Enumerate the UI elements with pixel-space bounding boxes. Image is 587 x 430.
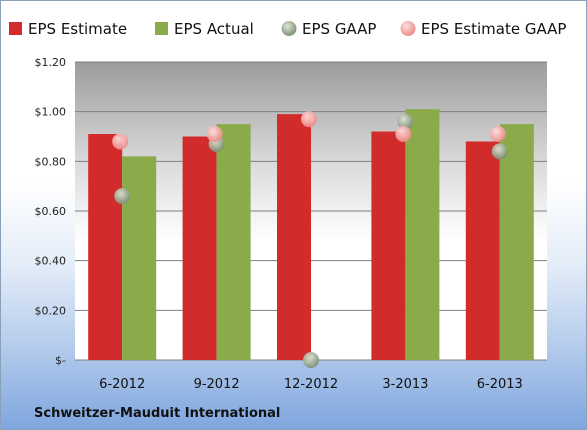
- bars: [88, 109, 534, 361]
- marker-eps-gaap-6-2013: [491, 143, 508, 160]
- bar-eps-estimate-9-2012: [182, 136, 217, 360]
- marker-eps-estimate-gaap-9-2012: [206, 126, 223, 143]
- bar-eps-actual-6-2012: [122, 156, 157, 360]
- legend-marker-eps-estimate-gaap: [400, 21, 416, 36]
- y-tick-label: $1.00: [35, 106, 67, 119]
- bar-eps-actual-9-2012: [216, 124, 251, 360]
- marker-eps-estimate-gaap-6-2012: [112, 133, 129, 150]
- bar-eps-actual-6-2013: [499, 124, 534, 360]
- marker-eps-estimate-gaap-3-2013: [395, 126, 412, 143]
- y-tick-label: $0.60: [35, 205, 67, 218]
- legend-marker-eps-gaap: [281, 21, 297, 36]
- x-tick-label: 9-2012: [194, 377, 240, 392]
- bar-eps-actual-3-2013: [405, 109, 440, 360]
- legend-label-eps-estimate: EPS Estimate: [28, 20, 127, 38]
- y-tick-label: $0.40: [35, 255, 67, 268]
- legend-label-eps-actual: EPS Actual: [174, 20, 254, 38]
- legend-label-eps-gaap: EPS GAAP: [302, 20, 376, 38]
- legend-swatch-eps-estimate: [9, 22, 22, 35]
- y-tick-label: $0.80: [35, 155, 67, 168]
- x-tick-label: 12-2012: [284, 377, 338, 392]
- x-tick-label: 3-2013: [382, 377, 428, 392]
- bar-eps-estimate-6-2012: [88, 134, 123, 360]
- markers: [112, 111, 508, 368]
- legend-label-eps-estimate-gaap: EPS Estimate GAAP: [421, 20, 566, 38]
- legend: EPS Estimate EPS Actual EPS GAAP EPS Est…: [9, 20, 566, 38]
- y-axis-ticks: $- $0.20 $0.40 $0.60 $0.80 $1.00 $1.20: [35, 56, 67, 367]
- bar-eps-estimate-3-2013: [371, 131, 406, 360]
- company-name: Schweitzer-Mauduit International: [34, 406, 280, 421]
- legend-swatch-eps-actual: [155, 22, 168, 35]
- x-tick-label: 6-2012: [99, 377, 145, 392]
- y-tick-label: $0.20: [35, 304, 67, 317]
- marker-eps-gaap-3-2013: [397, 113, 414, 130]
- bar-eps-estimate-6-2013: [465, 141, 500, 360]
- marker-eps-estimate-gaap-12-2012: [301, 111, 317, 128]
- x-tick-label: 6-2013: [477, 377, 523, 392]
- y-tick-label: $1.20: [35, 56, 67, 69]
- marker-eps-gaap-12-2012: [303, 352, 319, 368]
- marker-eps-gaap-6-2012: [114, 188, 131, 205]
- marker-eps-estimate-gaap-6-2013: [489, 126, 506, 143]
- x-axis-ticks: 6-2012 9-2012 12-2012 3-2013 6-2013: [99, 377, 523, 392]
- y-tick-label: $-: [55, 354, 66, 367]
- bar-eps-estimate-12-2012: [277, 114, 311, 361]
